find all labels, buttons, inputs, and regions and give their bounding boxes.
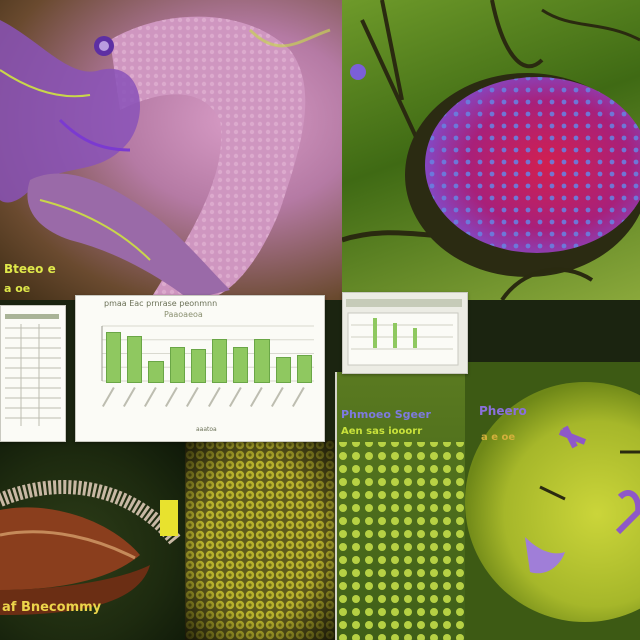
pollen-caption-1: Pheero [479,404,527,418]
chart-bar [169,346,185,383]
bottom-caption: af Bnecommy [2,600,102,615]
texture-icon [185,440,335,640]
tissue-icon [0,16,331,300]
table-lines [5,314,61,426]
window-card [342,292,468,374]
tissue-subcaption: a oe [4,282,31,295]
chart-bar [106,331,122,383]
tissue-panel: Bteeo e a oe [0,0,342,300]
dots-icon [337,442,467,640]
cell-panel [342,0,640,300]
texture-panel [185,440,335,640]
pollen-icon [465,382,640,622]
dots-caption-2: Aen sas iooorr [341,426,423,437]
window-content [346,299,462,366]
chart-bar [127,335,143,383]
chart-bar [148,361,164,383]
lips-panel: af Bnecommy [0,440,185,640]
chart-title: pmaa Eac prnrase peonmnn [104,299,218,308]
chart-bar [254,338,270,383]
dots-panel: Phmoeo Sgeer Aen sas iooorr [335,372,467,640]
chart-bar [190,349,206,383]
cell-icon [342,0,640,300]
chart-bar [233,346,249,383]
tissue-caption: Bteeo e [4,262,56,276]
pollen-panel: Pheero a e oe [465,362,640,640]
chart-bar [212,339,228,383]
chart-card: pmaa Eac prnrase peonmnn Paaoaeoa aaatoa [75,295,325,442]
chart-bar [275,356,291,383]
pollen-caption-2: a e oe [481,432,516,443]
chart-bar [296,354,312,383]
chart-subtitle: Paaoaeoa [164,310,203,319]
chart-footer: aaatoa [196,426,217,433]
dots-caption-1: Phmoeo Sgeer [341,408,431,421]
table-card-left [0,305,66,442]
shell-icon [0,480,181,615]
